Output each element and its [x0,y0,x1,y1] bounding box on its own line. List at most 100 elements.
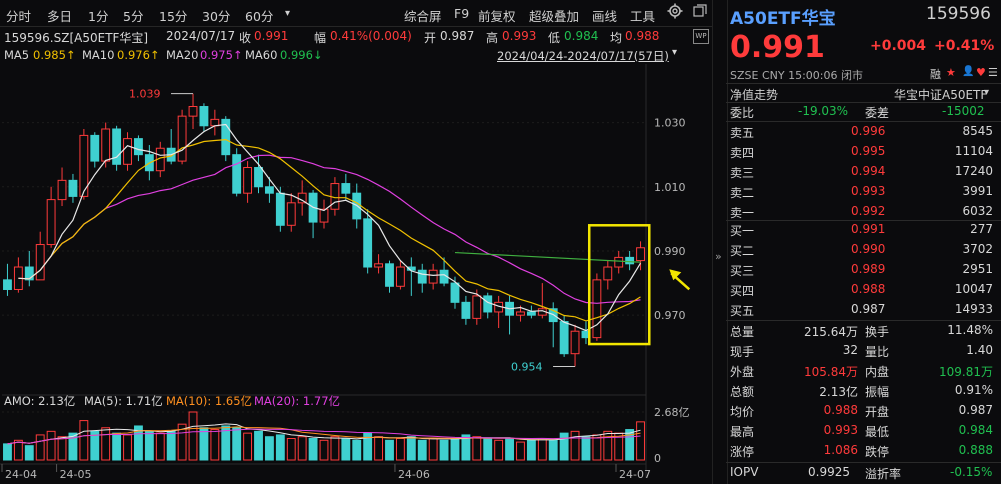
y-tick-label: 1.010 [654,181,686,194]
candle-body [232,154,242,194]
bid-row[interactable]: 买三 0.989 2951 [726,262,1001,280]
ask-price: 0.992 [851,204,886,218]
ma-legend: MA5 0.985↑ MA10 0.976↑ MA20 0.975↑ MA60 … [0,46,712,64]
bid-row[interactable]: 买五 0.987 14933 [726,302,1001,320]
divider [726,121,1001,122]
market-status: SZSE CNY 15:00:06 闭市 [730,69,863,82]
f9-button[interactable]: F9 [454,6,470,21]
stat-label: 总额 [730,385,755,399]
candle-body [472,295,482,319]
period-tab-5min[interactable]: 5分 [123,9,144,24]
bid-row[interactable]: 买四 0.988 10047 [726,282,1001,300]
period-tab-30min[interactable]: 30分 [202,9,231,24]
volume-bar [297,436,307,461]
wb-value: -19.03% [798,104,849,118]
favorite-icon[interactable]: ★ [946,66,956,79]
tools-button[interactable]: 工具 [630,9,656,24]
iopv-row: IOPV 0.9925 溢折率 -0.15% [726,465,1001,483]
volume-bar [232,427,242,461]
stat-row: 总量 215.64万 换手 11.48% [726,323,1001,341]
menu-icon[interactable]: ☰ [988,66,998,79]
vol-ma5-line [7,423,641,445]
candle-body [221,118,231,156]
candle-body [363,218,373,268]
ask-row[interactable]: 卖三 0.994 17240 [726,164,1001,182]
stat-row: 总额 2.13亿 振幅 0.91% [726,383,1001,401]
highlight-arrow-head-icon [669,269,682,281]
period-tab-1min[interactable]: 1分 [88,9,109,24]
ma5-value: 0.985↑ [33,48,76,62]
period-tab-multiday[interactable]: 多日 [47,9,73,24]
index-dropdown-icon[interactable]: ▾ [984,87,990,98]
restore-icon[interactable] [693,4,707,21]
ma20-line [18,154,641,304]
candle-body [46,199,56,246]
period-dropdown-icon[interactable]: ▾ [285,8,291,19]
ask-row[interactable]: 卖二 0.993 3991 [726,184,1001,202]
bid-row[interactable]: 买一 0.991 277 [726,222,1001,240]
bid-row[interactable]: 买二 0.990 3702 [726,242,1001,260]
candle-body [570,330,580,355]
date-range-selector[interactable]: 2024/04/24-2024/07/17(57日) [497,49,669,63]
volume-bar [450,438,460,461]
volume-bar [101,427,111,461]
date-range-dropdown-icon[interactable]: ▾ [672,47,678,58]
collapse-arrow-icon[interactable]: » [715,250,722,263]
volume-bar [275,434,285,461]
volume-bar [166,430,176,461]
candle-body [592,279,602,339]
volume-bar [494,439,504,461]
panel-collapse-strip[interactable]: » [712,0,728,484]
volume-bar [123,434,132,461]
period-tab-60min[interactable]: 60分 [245,9,274,24]
margin-icon[interactable]: 融 [930,68,941,81]
low-value: 0.984 [564,29,599,43]
gear-icon[interactable] [667,3,683,22]
draw-line-button[interactable]: 画线 [592,9,618,24]
amo-legend: AMO: 2.13亿 MA(5): 1.71亿 MA(10): 1.65亿 MA… [0,392,650,408]
overlay-button[interactable]: 超级叠加 [529,9,580,24]
wp-badge[interactable]: WP [693,29,709,44]
ask-price: 0.995 [851,144,886,158]
ask-row[interactable]: 卖五 0.996 8545 [726,124,1001,142]
chart-grid [0,64,647,478]
stat-row: 最高 0.993 最低 0.984 [726,423,1001,441]
iopv-label: IOPV [730,465,759,479]
ask-volume: 3991 [962,184,993,198]
stat-value: 105.84万 [804,365,858,379]
nav-trend-link[interactable]: 净值走势 [730,88,779,102]
stat-value: 32 [842,343,858,357]
stat-label: 总量 [730,325,755,339]
divider [726,220,1001,221]
candles [3,93,645,367]
bid-volume: 14933 [954,302,993,316]
security-code-large: 159596 [926,4,991,24]
forward-adjust-button[interactable]: 前复权 [478,9,516,24]
wb-label: 委比 [730,106,755,120]
premium-label: 溢折率 [865,467,902,481]
ask-row[interactable]: 卖四 0.995 11104 [726,144,1001,162]
ma10-line [18,138,641,322]
bid-label: 买二 [730,244,755,258]
ma60-line [454,251,641,263]
tracking-index-link[interactable]: 华宝中证A50ETF [894,88,988,102]
user-icon[interactable]: 👤 [962,66,975,77]
kline-chart[interactable]: 1.039 0.954 1.030 1.010 0.990 0.970 24-04 24-0… [0,64,712,484]
amo-label: AMO: 2.13亿 [4,394,76,408]
stat-label: 开盘 [865,405,890,419]
composite-screen-button[interactable]: 综合屏 [404,9,442,24]
bid-label: 买四 [730,284,755,298]
stat-value: 215.64万 [804,325,858,339]
period-tab-timeshare[interactable]: 分时 [6,9,32,24]
stat-label: 内盘 [865,365,890,379]
period-tab-15min[interactable]: 15分 [159,9,188,24]
ask-volume: 17240 [954,164,993,178]
ma20-value: 0.975↑ [200,48,243,62]
bid-ask-ratio-row: 委比 -19.03% 委差 -15002 [726,104,1001,122]
ask-row[interactable]: 卖一 0.992 6032 [726,204,1001,222]
candle-body [57,179,67,201]
heart-icon[interactable]: ♥ [976,66,986,79]
volume-bar [406,436,416,461]
volume-bar [57,436,67,461]
ask-volume: 11104 [954,144,993,158]
